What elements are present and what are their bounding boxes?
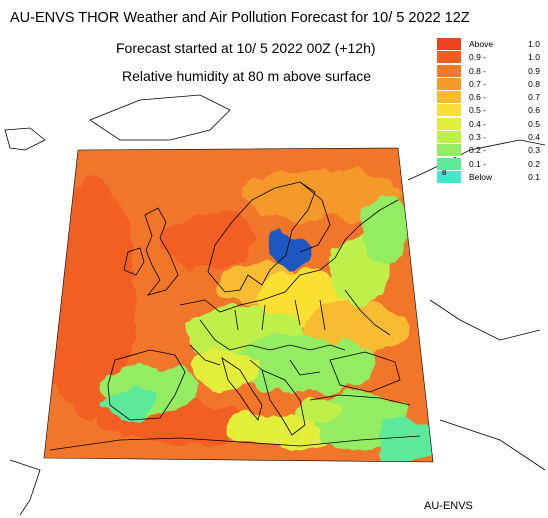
- legend-label: 0.6 -: [469, 92, 487, 103]
- legend-row: 0.8 - 0.9: [437, 64, 545, 78]
- legend-value: 0.6: [528, 105, 540, 116]
- humidity-field: [44, 148, 433, 462]
- legend-value: 1.0: [528, 39, 540, 49]
- legend-swatch: [437, 157, 461, 171]
- legend-swatch: [437, 51, 461, 65]
- legend-swatch: [437, 144, 461, 158]
- legend-label: 0.9 -: [469, 52, 487, 63]
- legend-row: 0.7 - 0.8: [437, 77, 545, 91]
- legend-value: 0.3: [528, 145, 540, 156]
- legend-row: 0.3 - 0.4: [437, 131, 545, 145]
- legend-label: 0.3 -: [469, 132, 487, 143]
- page-title: AU-ENVS THOR Weather and Air Pollution F…: [10, 10, 470, 26]
- legend-swatch: [437, 38, 461, 51]
- legend-label: 0.4 -: [469, 118, 487, 129]
- legend-swatch: [437, 131, 461, 145]
- legend-value: 0.7: [528, 92, 540, 103]
- legend-value: 0.9: [528, 65, 540, 76]
- legend-value: 0.2: [528, 158, 540, 169]
- legend-swatch: [437, 91, 461, 105]
- legend-value: 0.5: [528, 118, 540, 129]
- legend-swatch: [437, 64, 461, 78]
- legend-label: 0.8 -: [469, 65, 487, 76]
- legend-label: Above: [469, 39, 494, 49]
- legend-row: Above 1.0: [437, 38, 545, 51]
- legend-label: Below: [469, 171, 493, 182]
- legend-row: 0.9 - 1.0: [437, 51, 545, 65]
- forecast-start-subtitle: Forecast started at 10/ 5 2022 00Z (+12h…: [116, 40, 376, 56]
- legend-label: 0.5 -: [469, 105, 487, 116]
- legend-row: 0.6 - 0.7: [437, 91, 545, 105]
- legend-swatch: [437, 77, 461, 91]
- legend-swatch: [437, 117, 461, 131]
- variable-subtitle: Relative humidity at 80 m above surface: [122, 68, 372, 84]
- legend-label: 0.2 -: [469, 145, 487, 156]
- legend-label: 0.7 -: [469, 78, 487, 89]
- below-marker: B: [442, 169, 447, 177]
- legend-label: 0.1 -: [469, 158, 487, 169]
- coastlines: [4, 94, 546, 516]
- legend-row: 0.2 - 0.3: [437, 144, 545, 158]
- legend-value: 0.8: [528, 78, 540, 89]
- legend-row: 0.5 - 0.6: [437, 104, 545, 118]
- legend-row: B Below 0.1: [437, 169, 545, 184]
- legend-swatch: B: [437, 169, 461, 184]
- legend-row: 0.4 - 0.5: [437, 117, 545, 131]
- footer-credit: AU-ENVS: [424, 500, 473, 512]
- legend-row: 0.1 - 0.2: [437, 157, 545, 171]
- legend: Above 1.0 0.9 - 1.0 0.8 - 0.9 0.7 - 0.8 …: [437, 38, 545, 184]
- legend-swatch: [437, 104, 461, 118]
- legend-value: 0.1: [528, 171, 540, 182]
- legend-value: 0.4: [528, 132, 540, 143]
- legend-value: 1.0: [528, 52, 540, 63]
